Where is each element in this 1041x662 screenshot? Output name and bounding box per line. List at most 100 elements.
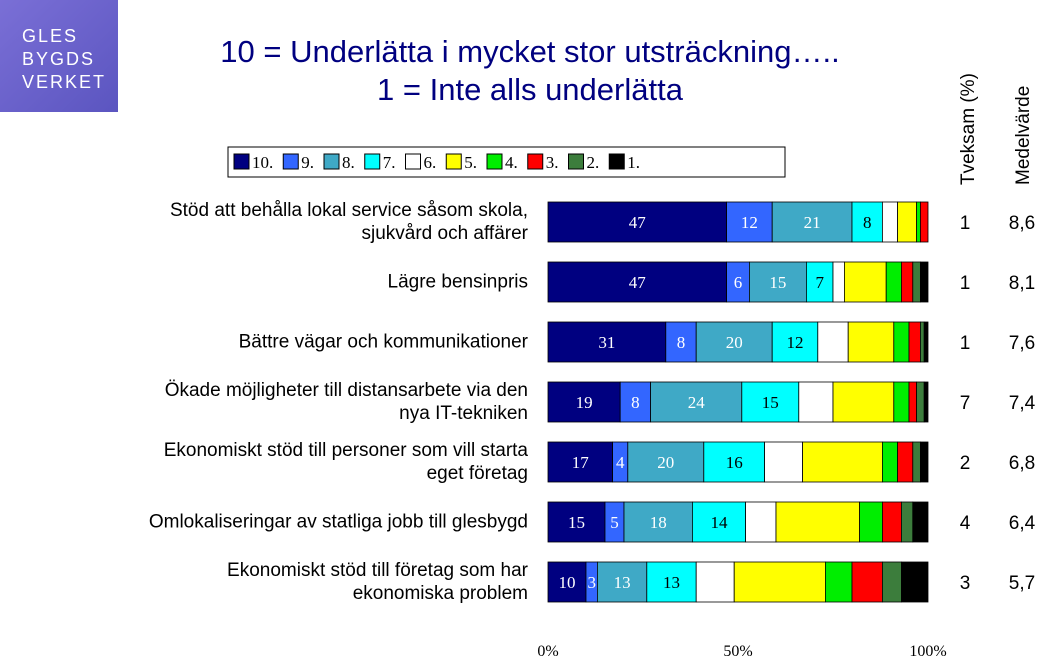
legend-swatch [568, 153, 584, 170]
bar-segment [882, 501, 902, 543]
bar-segment [806, 261, 834, 303]
bar-segment [920, 201, 929, 243]
legend-swatch [323, 153, 340, 170]
bar-segment [627, 441, 705, 483]
bar-segment [650, 381, 743, 423]
bar-segment [920, 321, 925, 363]
bar-segment [893, 321, 910, 363]
bar-segment [912, 501, 929, 543]
tveksam-value: 3 [960, 573, 971, 594]
bar-segment [882, 201, 899, 243]
tveksam-value: 7 [960, 393, 971, 414]
legend-label: 9. [301, 153, 314, 172]
x-tick-label: 50% [723, 643, 752, 660]
bar-segment [764, 441, 803, 483]
data-label: 20 [726, 333, 743, 352]
bar-segment [920, 261, 929, 303]
data-label: 21 [804, 213, 821, 232]
legend-label: 2. [587, 153, 600, 172]
bar-segment [695, 321, 773, 363]
bar-segment [802, 441, 883, 483]
bar-segment [844, 261, 887, 303]
category-label: Ekonomiskt stöd till personer som vill s… [163, 440, 528, 484]
data-label: 17 [572, 453, 590, 472]
bar-segment [825, 561, 853, 603]
title: 10 = Underlätta i mycket stor utsträckni… [220, 34, 839, 69]
logo-text: BYGDS [22, 49, 95, 69]
bar-segment [817, 321, 849, 363]
bar-segment [547, 441, 613, 483]
bar-segment [771, 201, 853, 243]
data-label: 8 [863, 213, 872, 232]
x-tick-label: 100% [909, 643, 946, 660]
logo-bg [0, 0, 118, 112]
data-label: 16 [726, 453, 743, 472]
bar-segment [897, 201, 917, 243]
bar-segment [798, 381, 834, 423]
category-label: Lägre bensinpris [387, 271, 528, 293]
data-label: 6 [734, 273, 743, 292]
bar-segment [893, 381, 910, 423]
legend-swatch [527, 153, 544, 170]
legend-swatch [608, 153, 625, 170]
tveksam-value: 4 [960, 513, 971, 534]
bar-segment [897, 441, 914, 483]
category-label: Omlokaliseringar av statliga jobb till g… [148, 511, 528, 533]
bar-segment [916, 201, 921, 243]
bar-segment [726, 201, 773, 243]
legend-label: 3. [546, 153, 559, 172]
tveksam-value: 1 [960, 273, 971, 294]
bar-segment [771, 321, 819, 363]
medelvarde-value: 7,4 [1009, 393, 1036, 414]
bar-segment [547, 381, 621, 423]
medelvarde-value: 6,8 [1009, 453, 1035, 474]
legend-label: 10. [252, 153, 273, 172]
data-label: 14 [711, 513, 729, 532]
data-label: 24 [688, 393, 706, 412]
medelvarde-value: 5,7 [1009, 573, 1035, 594]
bar-segment [901, 501, 914, 543]
column-header: Medelvärde [1013, 86, 1034, 185]
data-label: 12 [741, 213, 758, 232]
legend-box [227, 146, 786, 178]
data-label: 19 [576, 393, 593, 412]
tveksam-value: 2 [960, 453, 971, 474]
tveksam-value: 1 [960, 333, 971, 354]
bar-segment [908, 381, 917, 423]
bar-segment [847, 321, 895, 363]
data-label: 15 [762, 393, 779, 412]
legend-label: 4. [505, 153, 518, 172]
bar-segment [547, 321, 667, 363]
legend-label: 1. [627, 153, 640, 172]
bar-segment [733, 561, 826, 603]
bar-segment [703, 441, 765, 483]
medelvarde-value: 7,6 [1009, 333, 1035, 354]
legend-swatch [405, 153, 421, 170]
data-label: 47 [629, 213, 647, 232]
data-label: 7 [815, 273, 824, 292]
bar-segment [920, 441, 929, 483]
bar-segment [882, 561, 902, 603]
legend-swatch [233, 153, 250, 170]
bar-segment [882, 441, 899, 483]
data-label: 20 [657, 453, 674, 472]
bar-segment [912, 441, 921, 483]
bar-segment [547, 561, 587, 603]
bar-segment [912, 261, 921, 303]
bar-segment [623, 501, 693, 543]
bar-segment [547, 261, 728, 303]
x-tick-label: 0% [537, 643, 558, 660]
bar-segment [859, 501, 883, 543]
bar-segment [665, 321, 697, 363]
bar-segment [851, 561, 883, 603]
category-label: Stöd att behålla lokal service såsom sko… [169, 200, 528, 244]
bar-segment [916, 381, 925, 423]
bar-segment [646, 561, 697, 603]
bar-segment [547, 501, 606, 543]
bar-segment [885, 261, 902, 303]
legend-swatch [445, 153, 462, 170]
data-label: 8 [631, 393, 640, 412]
legend-swatch [486, 153, 503, 170]
bar-segment [832, 261, 845, 303]
